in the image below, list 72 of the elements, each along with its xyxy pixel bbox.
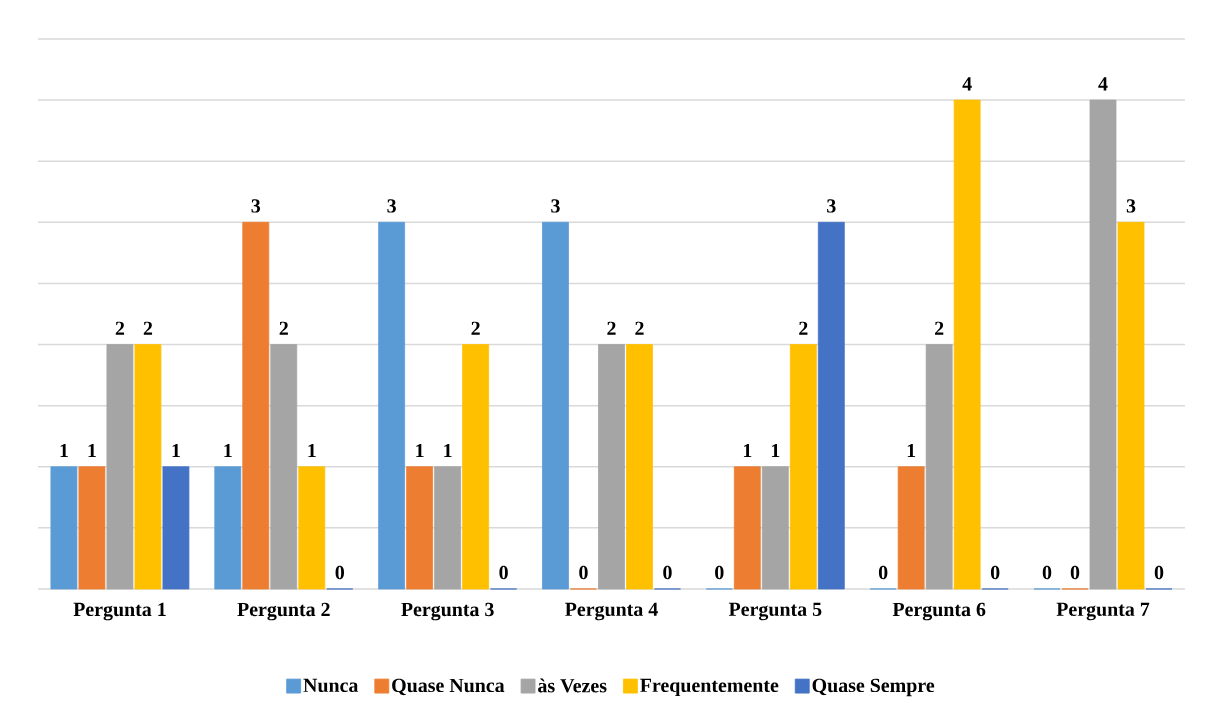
data-label: 2 — [115, 321, 125, 335]
bar — [626, 344, 653, 590]
bar — [761, 466, 789, 590]
x-tick-label: Pergunta 7 — [1056, 602, 1150, 621]
data-label: 2 — [471, 321, 480, 335]
data-label: 1 — [172, 443, 180, 458]
data-label: 0 — [715, 565, 724, 580]
x-tick-label: Pergunta 3 — [401, 602, 494, 621]
bar — [733, 466, 761, 590]
bar — [214, 466, 242, 590]
bar — [789, 344, 817, 590]
data-label: 1 — [743, 443, 752, 458]
x-tick-label: Pergunta 6 — [892, 602, 986, 621]
bar — [270, 344, 298, 590]
x-tick-label: Pergunta 2 — [237, 602, 330, 621]
data-label: 2 — [607, 321, 616, 335]
data-label: 0 — [663, 565, 672, 580]
bar — [953, 99, 981, 590]
data-label: 2 — [935, 321, 944, 335]
data-label: 0 — [1154, 565, 1164, 580]
bar — [406, 466, 434, 590]
data-label: 0 — [335, 565, 344, 580]
data-label: 0 — [1070, 565, 1080, 580]
data-label: 2 — [635, 321, 644, 335]
data-label: 1 — [771, 443, 780, 458]
data-label: 0 — [878, 565, 888, 580]
data-label: 0 — [1042, 565, 1052, 580]
data-label: 1 — [88, 443, 96, 458]
data-label: 1 — [60, 443, 68, 458]
bar — [242, 221, 270, 590]
data-label: 0 — [579, 565, 588, 580]
data-label: 2 — [279, 321, 288, 335]
bar — [162, 466, 190, 590]
data-label: 4 — [962, 77, 972, 91]
data-label: 4 — [1098, 77, 1108, 91]
bar — [925, 344, 953, 590]
data-label: 3 — [551, 199, 560, 213]
bar — [106, 344, 134, 590]
bar — [134, 344, 162, 590]
bar — [897, 466, 925, 590]
data-label: 3 — [251, 199, 261, 213]
data-label: 3 — [1126, 199, 1136, 213]
data-label: 3 — [387, 199, 396, 213]
legend-label: Frequentemente — [640, 678, 779, 697]
bar — [817, 221, 845, 590]
bar — [378, 221, 406, 590]
x-tick-label: Pergunta 5 — [728, 602, 822, 621]
bar — [1117, 221, 1145, 590]
legend-label: às Vezes — [538, 678, 607, 693]
data-label: 1 — [308, 443, 316, 458]
data-label: 1 — [444, 443, 452, 458]
data-label: 2 — [143, 321, 153, 335]
data-label: 1 — [224, 443, 232, 458]
bar — [542, 221, 569, 590]
data-label: 3 — [827, 199, 836, 213]
bar — [1089, 99, 1117, 590]
legend-label: Quase Sempre — [812, 678, 935, 697]
legend-label: Nunca — [303, 678, 359, 693]
bar — [434, 466, 462, 590]
data-label: 1 — [907, 443, 916, 458]
data-label: 1 — [416, 443, 424, 458]
bar — [298, 466, 326, 590]
legend-label: Quase Nunca — [392, 678, 505, 696]
x-tick-label: Pergunta 4 — [565, 602, 658, 621]
data-label: 0 — [990, 565, 1000, 580]
bar — [462, 344, 490, 590]
bar — [598, 344, 625, 590]
bar — [50, 466, 78, 590]
bar — [78, 466, 106, 590]
data-label: 2 — [799, 321, 808, 335]
x-tick-label: Pergunta 1 — [73, 602, 166, 621]
data-label: 0 — [499, 565, 508, 580]
